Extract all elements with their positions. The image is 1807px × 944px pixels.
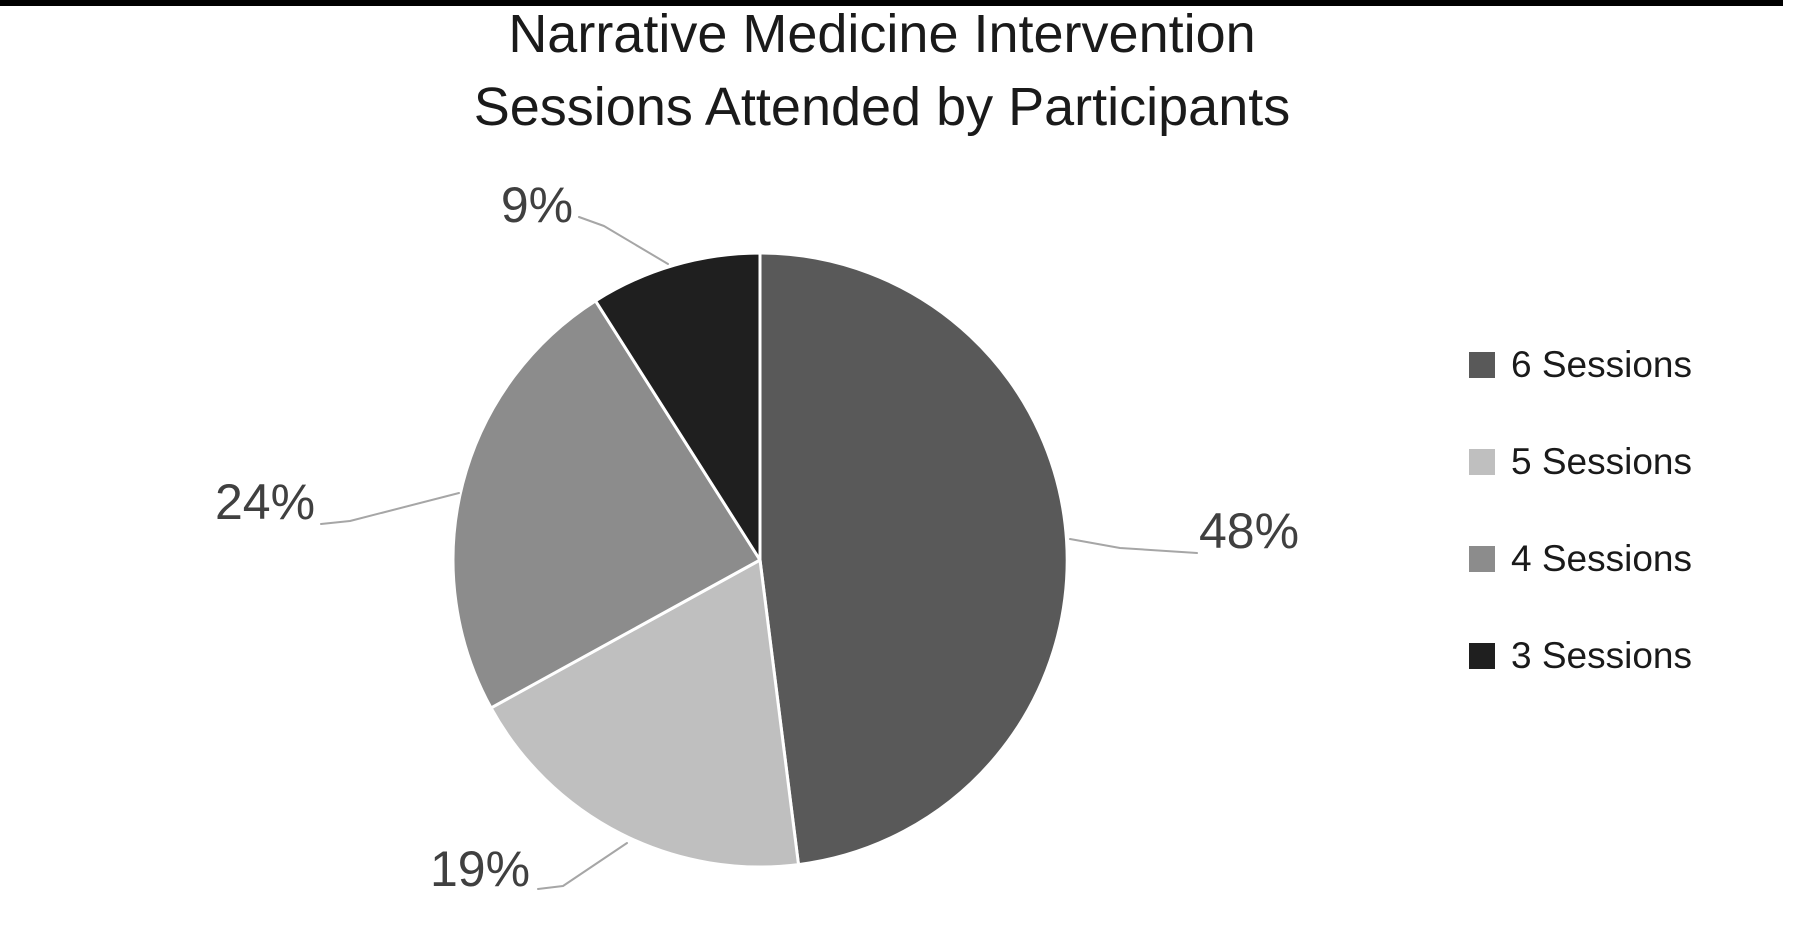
chart-title: Narrative Medicine Intervention Sessions… xyxy=(0,0,1764,144)
leader-line-19 xyxy=(537,842,628,890)
legend-label-4-sessions: 4 Sessions xyxy=(1511,538,1692,579)
legend-item-5-sessions: 5 Sessions xyxy=(1469,435,1692,489)
data-label-5-sessions: 19% xyxy=(429,841,531,897)
legend-swatch-5-sessions xyxy=(1469,449,1495,475)
leader-line-9 xyxy=(578,216,669,265)
data-label-6-sessions: 48% xyxy=(1198,503,1300,559)
legend: 6 Sessions 5 Sessions 4 Sessions 3 Sessi… xyxy=(1469,338,1692,683)
legend-swatch-4-sessions xyxy=(1469,546,1495,572)
pie-slice-3-sessions xyxy=(594,251,762,562)
pie-slices-group xyxy=(451,251,1069,869)
leader-line-24 xyxy=(320,492,460,525)
data-label-3-sessions: 9% xyxy=(500,177,574,233)
pie-slice-6-sessions xyxy=(758,251,1069,867)
legend-item-6-sessions: 6 Sessions xyxy=(1469,338,1692,392)
chart-title-line1: Narrative Medicine Intervention xyxy=(508,4,1256,64)
legend-item-4-sessions: 4 Sessions xyxy=(1469,532,1692,586)
legend-swatch-3-sessions xyxy=(1469,643,1495,669)
legend-label-3-sessions: 3 Sessions xyxy=(1511,635,1692,676)
chart-title-line2: Sessions Attended by Participants xyxy=(473,77,1291,137)
legend-label-5-sessions: 5 Sessions xyxy=(1511,441,1692,482)
data-label-4-sessions: 24% xyxy=(214,474,316,530)
leader-line-48 xyxy=(1069,538,1198,554)
legend-item-3-sessions: 3 Sessions xyxy=(1469,629,1692,683)
leader-lines-group xyxy=(320,216,1198,890)
top-border-bar xyxy=(0,0,1783,6)
pie-slice-5-sessions xyxy=(489,558,800,869)
pie-slice-4-sessions xyxy=(451,299,762,710)
legend-label-6-sessions: 6 Sessions xyxy=(1511,344,1692,385)
legend-swatch-6-sessions xyxy=(1469,352,1495,378)
